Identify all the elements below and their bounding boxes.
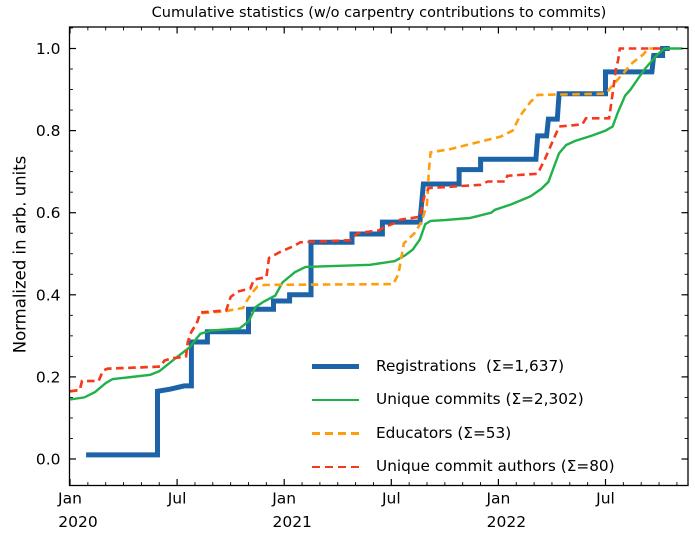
legend-item-educators: Educators (Σ=53) xyxy=(312,417,615,450)
legend-label-educators: Educators (Σ=53) xyxy=(376,423,512,442)
legend-label-unique-commit-authors: Unique commit authors (Σ=80) xyxy=(376,457,615,476)
legend-item-unique-commit-authors: Unique commit authors (Σ=80) xyxy=(312,450,615,483)
y-tick-label: 0.8 xyxy=(36,122,61,140)
legend-line-sample-unique-commit-authors xyxy=(312,465,359,469)
x-tick-label: Jan xyxy=(57,490,82,508)
y-tick-label: 0.0 xyxy=(36,451,61,469)
series-line-educators xyxy=(69,47,661,393)
y-tick-label: 0.2 xyxy=(36,368,61,386)
legend-line-sample-registrations xyxy=(312,364,359,370)
x-tick-label: Jul xyxy=(595,490,615,508)
x-tick-label: Jan xyxy=(271,490,296,508)
x-tick-label: Jan xyxy=(485,490,510,508)
legend-line-sample-educators xyxy=(312,432,359,435)
legend-label-registrations: Registrations (Σ=1,637) xyxy=(376,357,565,376)
legend-item-unique-commits: Unique commits (Σ=2,302) xyxy=(312,383,615,416)
x-tick-year-label: 2022 xyxy=(487,513,526,531)
legend-line-sample-unique-commits xyxy=(312,398,359,402)
y-tick-label: 1.0 xyxy=(36,40,61,58)
x-tick-label: Jul xyxy=(167,490,187,508)
series-lines xyxy=(69,46,683,458)
x-tick-year-label: 2021 xyxy=(272,513,311,531)
tick-labels: Jan 2020 Jul Jan 2021 Jul Jan 2022 Jul 0.0 0.2 0.4 0… xyxy=(36,40,615,531)
legend-label-unique-commits: Unique commits (Σ=2,302) xyxy=(376,390,584,409)
y-tick-label: 0.6 xyxy=(36,204,61,222)
legend: Registrations (Σ=1,637) Unique commits (… xyxy=(312,350,615,484)
legend-item-registrations: Registrations (Σ=1,637) xyxy=(312,350,615,383)
series-line-unique-commit-authors xyxy=(69,47,665,393)
y-tick-label: 0.4 xyxy=(36,286,61,304)
chart-title: Cumulative statistics (w/o carpentry con… xyxy=(151,5,607,21)
series-line-unique-commits xyxy=(69,47,683,401)
x-tick-year-label: 2020 xyxy=(58,513,97,531)
axes-frame xyxy=(68,26,689,487)
x-tick-label: Jul xyxy=(381,490,401,508)
